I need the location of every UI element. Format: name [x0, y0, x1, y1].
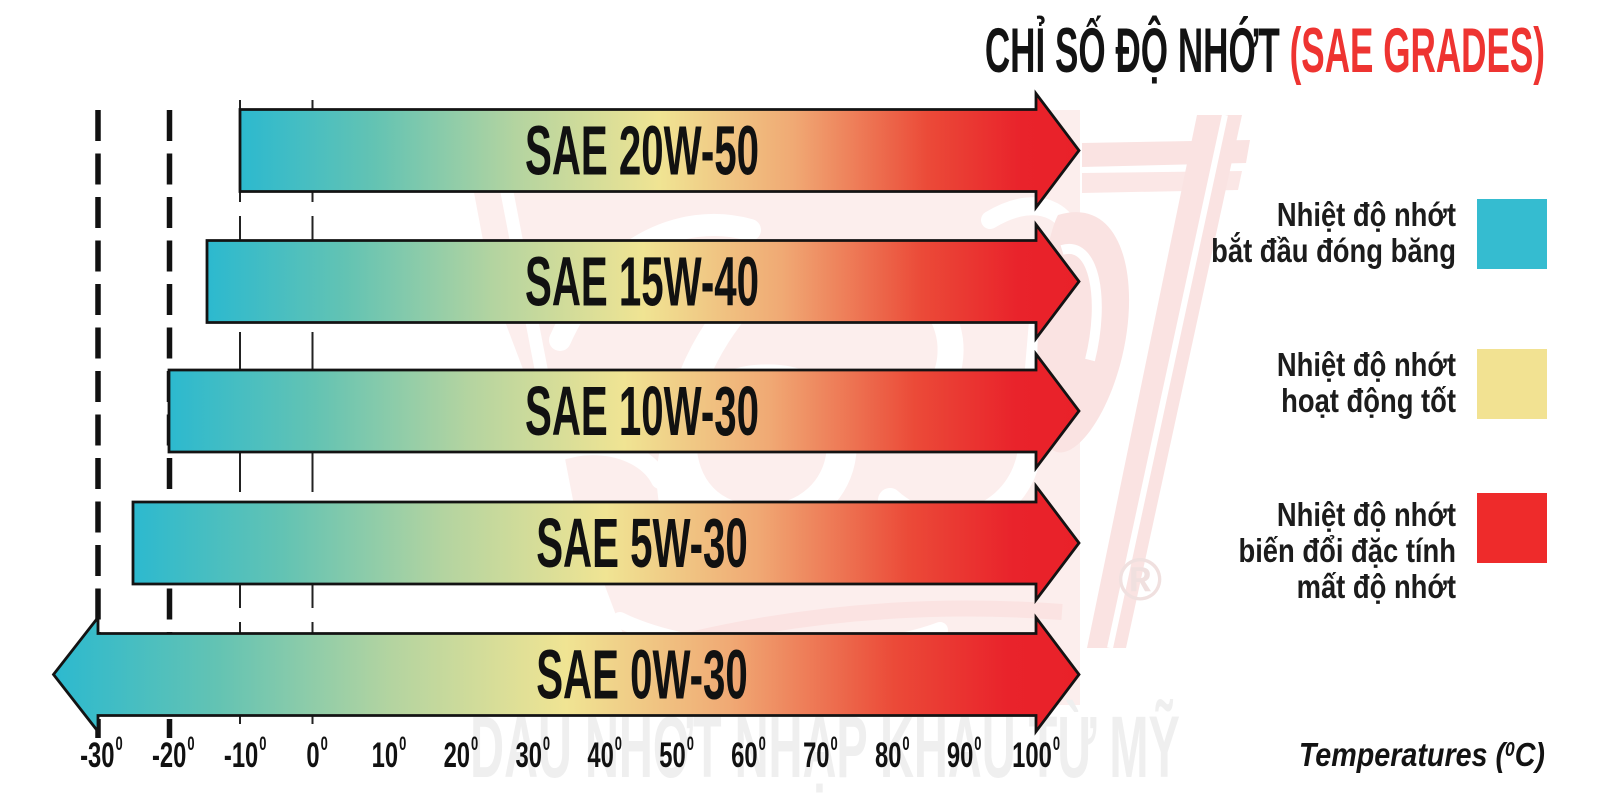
svg-text:SAE 10W-30: SAE 10W-30 — [525, 372, 759, 450]
svg-text:hoạt động tốt: hoạt động tốt — [1281, 384, 1456, 420]
svg-text:0: 0 — [831, 734, 838, 755]
svg-text:30: 30 — [515, 737, 541, 776]
svg-text:-10: -10 — [224, 737, 258, 776]
svg-text:SAE 20W-50: SAE 20W-50 — [525, 112, 759, 190]
svg-text:biến đổi đặc tính: biến đổi đặc tính — [1238, 534, 1456, 570]
svg-text:0: 0 — [116, 734, 123, 755]
svg-text:bắt đầu đóng băng: bắt đầu đóng băng — [1211, 233, 1456, 270]
svg-text:Nhiệt độ nhớt: Nhiệt độ nhớt — [1277, 198, 1456, 234]
svg-text:0: 0 — [321, 734, 328, 755]
svg-text:SAE 15W-40: SAE 15W-40 — [525, 243, 759, 321]
svg-text:10: 10 — [372, 737, 398, 776]
svg-text:0: 0 — [471, 734, 478, 755]
svg-text:®: ® — [1118, 546, 1162, 613]
svg-text:SAE 5W-30: SAE 5W-30 — [536, 504, 748, 582]
svg-text:-30: -30 — [80, 737, 114, 776]
svg-text:40: 40 — [587, 737, 613, 776]
svg-text:0: 0 — [259, 734, 266, 755]
svg-text:100: 100 — [1012, 737, 1052, 776]
svg-text:90: 90 — [947, 737, 973, 776]
svg-text:0: 0 — [187, 734, 194, 755]
svg-text:0: 0 — [687, 734, 694, 755]
svg-text:mất độ nhớt: mất độ nhớt — [1297, 570, 1456, 606]
svg-text:60: 60 — [731, 737, 757, 776]
svg-text:0: 0 — [974, 734, 981, 755]
svg-text:CHỈ SỐ ĐỘ NHỚT (SAE GRADES): CHỈ SỐ ĐỘ NHỚT (SAE GRADES) — [985, 14, 1545, 86]
svg-text:0: 0 — [543, 734, 550, 755]
svg-text:SAE 0W-30: SAE 0W-30 — [536, 636, 748, 714]
svg-text:Temperatures (0C): Temperatures (0C) — [1299, 736, 1545, 773]
svg-text:Nhiệt độ nhớt: Nhiệt độ nhớt — [1277, 348, 1456, 384]
svg-text:0: 0 — [1053, 734, 1060, 755]
svg-text:0: 0 — [759, 734, 766, 755]
svg-text:-20: -20 — [152, 737, 186, 776]
svg-text:0: 0 — [902, 734, 909, 755]
svg-text:50: 50 — [659, 737, 685, 776]
svg-text:0: 0 — [306, 737, 319, 776]
svg-text:80: 80 — [875, 737, 901, 776]
svg-text:70: 70 — [803, 737, 829, 776]
svg-text:Nhiệt độ nhớt: Nhiệt độ nhớt — [1277, 498, 1456, 534]
svg-text:0: 0 — [399, 734, 406, 755]
svg-text:20: 20 — [444, 737, 470, 776]
svg-text:0: 0 — [615, 734, 622, 755]
